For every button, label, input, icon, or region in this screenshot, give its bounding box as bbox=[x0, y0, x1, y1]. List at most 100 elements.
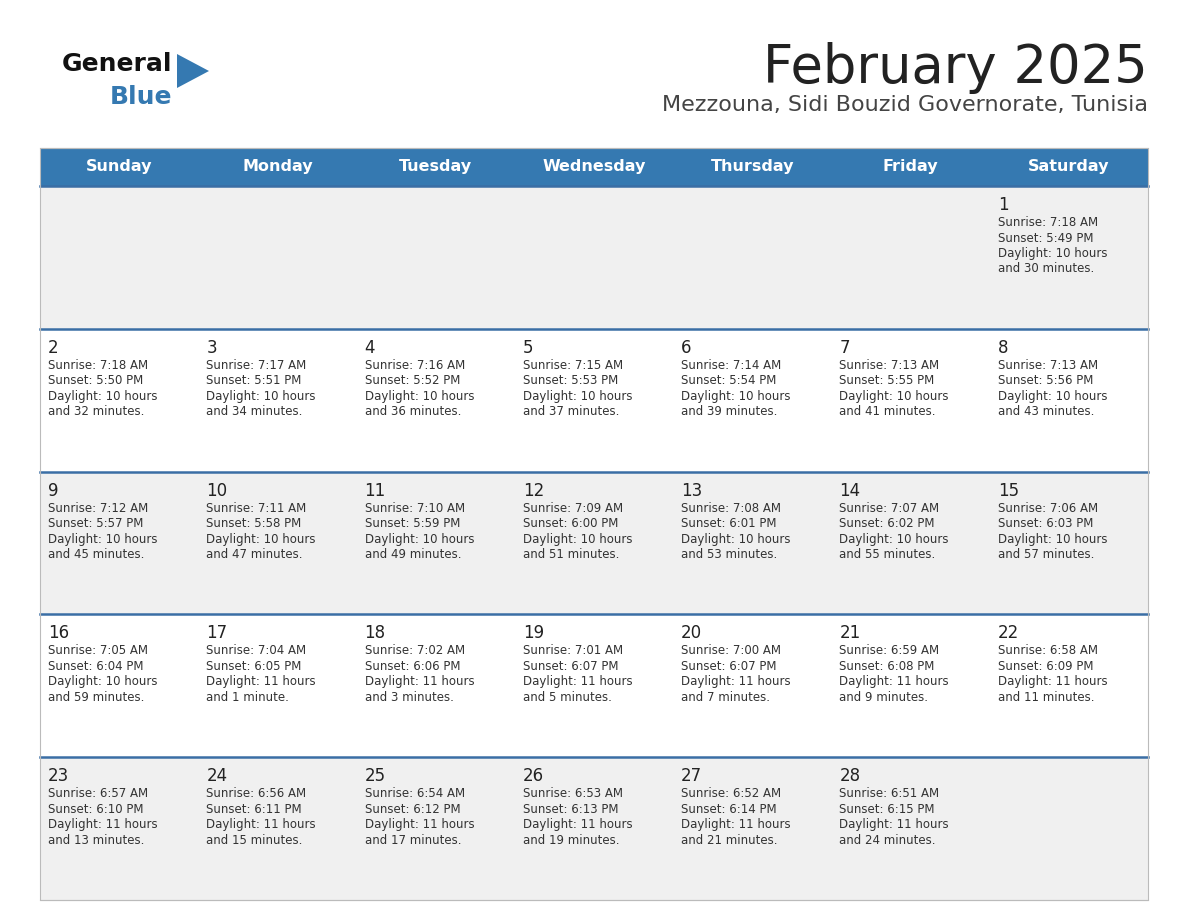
Text: Daylight: 10 hours: Daylight: 10 hours bbox=[840, 390, 949, 403]
Text: 11: 11 bbox=[365, 482, 386, 499]
Text: Sunrise: 6:54 AM: Sunrise: 6:54 AM bbox=[365, 788, 465, 800]
Text: Daylight: 10 hours: Daylight: 10 hours bbox=[207, 532, 316, 545]
Text: Sunrise: 6:53 AM: Sunrise: 6:53 AM bbox=[523, 788, 623, 800]
Text: and 45 minutes.: and 45 minutes. bbox=[48, 548, 145, 561]
Text: Daylight: 11 hours: Daylight: 11 hours bbox=[365, 818, 474, 831]
Text: Sunset: 6:11 PM: Sunset: 6:11 PM bbox=[207, 802, 302, 816]
Polygon shape bbox=[177, 54, 209, 88]
Text: Daylight: 10 hours: Daylight: 10 hours bbox=[365, 532, 474, 545]
Text: Sunrise: 7:15 AM: Sunrise: 7:15 AM bbox=[523, 359, 623, 372]
Text: Sunset: 6:03 PM: Sunset: 6:03 PM bbox=[998, 517, 1093, 530]
Text: Sunrise: 7:17 AM: Sunrise: 7:17 AM bbox=[207, 359, 307, 372]
Text: and 47 minutes.: and 47 minutes. bbox=[207, 548, 303, 561]
Text: and 34 minutes.: and 34 minutes. bbox=[207, 406, 303, 419]
Text: Daylight: 10 hours: Daylight: 10 hours bbox=[998, 532, 1107, 545]
Text: Daylight: 10 hours: Daylight: 10 hours bbox=[523, 390, 632, 403]
Text: Daylight: 11 hours: Daylight: 11 hours bbox=[998, 676, 1107, 688]
Text: Sunset: 6:07 PM: Sunset: 6:07 PM bbox=[523, 660, 619, 673]
Text: and 21 minutes.: and 21 minutes. bbox=[681, 834, 778, 846]
Text: Sunset: 6:00 PM: Sunset: 6:00 PM bbox=[523, 517, 618, 530]
Text: Sunset: 5:52 PM: Sunset: 5:52 PM bbox=[365, 375, 460, 387]
Text: 16: 16 bbox=[48, 624, 69, 643]
Text: Sunrise: 6:56 AM: Sunrise: 6:56 AM bbox=[207, 788, 307, 800]
Text: Daylight: 11 hours: Daylight: 11 hours bbox=[523, 818, 632, 831]
Text: and 1 minute.: and 1 minute. bbox=[207, 691, 289, 704]
Text: Daylight: 10 hours: Daylight: 10 hours bbox=[48, 390, 158, 403]
Bar bbox=[40, 148, 1148, 900]
Bar bbox=[40, 329, 1148, 472]
Text: and 19 minutes.: and 19 minutes. bbox=[523, 834, 619, 846]
Text: Sunset: 6:09 PM: Sunset: 6:09 PM bbox=[998, 660, 1093, 673]
Text: Sunset: 6:01 PM: Sunset: 6:01 PM bbox=[681, 517, 777, 530]
Text: Daylight: 10 hours: Daylight: 10 hours bbox=[840, 532, 949, 545]
Text: Daylight: 10 hours: Daylight: 10 hours bbox=[523, 532, 632, 545]
Text: Sunrise: 7:05 AM: Sunrise: 7:05 AM bbox=[48, 644, 148, 657]
Text: Daylight: 11 hours: Daylight: 11 hours bbox=[48, 818, 158, 831]
Text: 23: 23 bbox=[48, 767, 69, 785]
Text: 26: 26 bbox=[523, 767, 544, 785]
Text: 21: 21 bbox=[840, 624, 860, 643]
Text: Sunset: 6:15 PM: Sunset: 6:15 PM bbox=[840, 802, 935, 816]
Text: and 7 minutes.: and 7 minutes. bbox=[681, 691, 770, 704]
Text: and 41 minutes.: and 41 minutes. bbox=[840, 406, 936, 419]
Text: Daylight: 10 hours: Daylight: 10 hours bbox=[48, 532, 158, 545]
Text: Sunrise: 7:00 AM: Sunrise: 7:00 AM bbox=[681, 644, 782, 657]
Text: 13: 13 bbox=[681, 482, 702, 499]
Text: and 5 minutes.: and 5 minutes. bbox=[523, 691, 612, 704]
Text: Daylight: 11 hours: Daylight: 11 hours bbox=[681, 676, 791, 688]
Text: Sunset: 5:58 PM: Sunset: 5:58 PM bbox=[207, 517, 302, 530]
Text: and 43 minutes.: and 43 minutes. bbox=[998, 406, 1094, 419]
Text: Sunrise: 7:13 AM: Sunrise: 7:13 AM bbox=[840, 359, 940, 372]
Text: Daylight: 10 hours: Daylight: 10 hours bbox=[365, 390, 474, 403]
Text: Sunset: 5:54 PM: Sunset: 5:54 PM bbox=[681, 375, 777, 387]
Text: and 37 minutes.: and 37 minutes. bbox=[523, 406, 619, 419]
Text: Daylight: 10 hours: Daylight: 10 hours bbox=[48, 676, 158, 688]
Bar bbox=[40, 472, 1148, 614]
Text: Sunset: 5:51 PM: Sunset: 5:51 PM bbox=[207, 375, 302, 387]
Text: Sunrise: 6:59 AM: Sunrise: 6:59 AM bbox=[840, 644, 940, 657]
Text: Sunrise: 7:10 AM: Sunrise: 7:10 AM bbox=[365, 501, 465, 515]
Text: Sunset: 6:05 PM: Sunset: 6:05 PM bbox=[207, 660, 302, 673]
Text: General: General bbox=[62, 52, 172, 76]
Text: Sunset: 6:12 PM: Sunset: 6:12 PM bbox=[365, 802, 460, 816]
Text: Sunrise: 6:57 AM: Sunrise: 6:57 AM bbox=[48, 788, 148, 800]
Text: Sunrise: 7:08 AM: Sunrise: 7:08 AM bbox=[681, 501, 782, 515]
Text: Daylight: 10 hours: Daylight: 10 hours bbox=[681, 532, 791, 545]
Text: Sunset: 6:14 PM: Sunset: 6:14 PM bbox=[681, 802, 777, 816]
Text: Daylight: 11 hours: Daylight: 11 hours bbox=[207, 818, 316, 831]
Text: and 57 minutes.: and 57 minutes. bbox=[998, 548, 1094, 561]
Text: Daylight: 11 hours: Daylight: 11 hours bbox=[365, 676, 474, 688]
Text: 8: 8 bbox=[998, 339, 1009, 357]
Text: and 15 minutes.: and 15 minutes. bbox=[207, 834, 303, 846]
Text: and 9 minutes.: and 9 minutes. bbox=[840, 691, 929, 704]
Text: Saturday: Saturday bbox=[1028, 160, 1110, 174]
Text: Sunset: 5:53 PM: Sunset: 5:53 PM bbox=[523, 375, 618, 387]
Text: Thursday: Thursday bbox=[710, 160, 794, 174]
Text: Sunset: 6:13 PM: Sunset: 6:13 PM bbox=[523, 802, 619, 816]
Text: Sunset: 5:50 PM: Sunset: 5:50 PM bbox=[48, 375, 144, 387]
Text: and 49 minutes.: and 49 minutes. bbox=[365, 548, 461, 561]
Text: Sunrise: 7:01 AM: Sunrise: 7:01 AM bbox=[523, 644, 623, 657]
Text: and 17 minutes.: and 17 minutes. bbox=[365, 834, 461, 846]
Text: Sunset: 6:04 PM: Sunset: 6:04 PM bbox=[48, 660, 144, 673]
Text: Monday: Monday bbox=[242, 160, 312, 174]
Text: Mezzouna, Sidi Bouzid Governorate, Tunisia: Mezzouna, Sidi Bouzid Governorate, Tunis… bbox=[662, 95, 1148, 115]
Text: Sunrise: 7:04 AM: Sunrise: 7:04 AM bbox=[207, 644, 307, 657]
Text: and 36 minutes.: and 36 minutes. bbox=[365, 406, 461, 419]
Bar bbox=[40, 186, 1148, 329]
Text: Daylight: 10 hours: Daylight: 10 hours bbox=[207, 390, 316, 403]
Text: Sunset: 6:06 PM: Sunset: 6:06 PM bbox=[365, 660, 460, 673]
Text: and 13 minutes.: and 13 minutes. bbox=[48, 834, 145, 846]
Text: 10: 10 bbox=[207, 482, 227, 499]
Text: Friday: Friday bbox=[883, 160, 939, 174]
Text: 9: 9 bbox=[48, 482, 58, 499]
Text: and 11 minutes.: and 11 minutes. bbox=[998, 691, 1094, 704]
Text: and 51 minutes.: and 51 minutes. bbox=[523, 548, 619, 561]
Text: 19: 19 bbox=[523, 624, 544, 643]
Text: 6: 6 bbox=[681, 339, 691, 357]
Text: Sunset: 6:08 PM: Sunset: 6:08 PM bbox=[840, 660, 935, 673]
Text: Sunset: 5:59 PM: Sunset: 5:59 PM bbox=[365, 517, 460, 530]
Text: 2: 2 bbox=[48, 339, 58, 357]
Text: 3: 3 bbox=[207, 339, 217, 357]
Text: Sunset: 6:07 PM: Sunset: 6:07 PM bbox=[681, 660, 777, 673]
